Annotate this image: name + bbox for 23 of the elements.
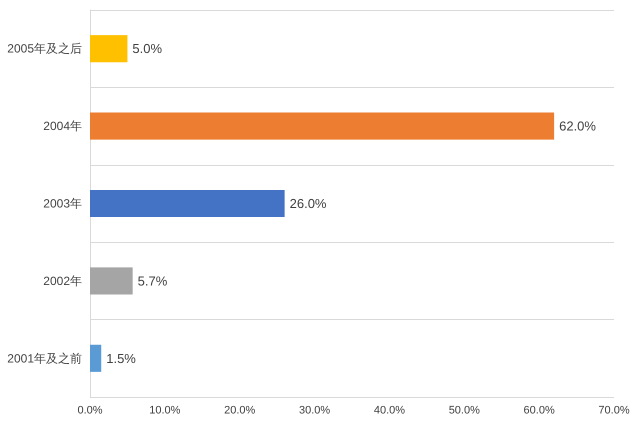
data-label: 5.7%: [138, 273, 168, 288]
bar: [90, 190, 285, 218]
x-tick-label: 0.0%: [77, 404, 103, 416]
bar: [90, 267, 133, 294]
bar: [90, 35, 128, 62]
x-tick-label: 30.0%: [298, 404, 330, 416]
y-tick-label: 2002年: [43, 274, 82, 288]
x-tick-label: 40.0%: [374, 404, 406, 416]
x-tick-label: 20.0%: [224, 404, 256, 416]
y-tick-label: 2004年: [43, 119, 82, 134]
data-label: 5.0%: [132, 41, 162, 56]
x-tick-label: 10.0%: [149, 404, 181, 416]
y-tick-label: 2005年及之后: [7, 42, 82, 56]
x-tick-label: 50.0%: [448, 404, 480, 416]
data-label: 26.0%: [290, 196, 327, 211]
y-tick-label: 2003年: [43, 196, 82, 210]
bar: [90, 112, 554, 140]
x-tick-label: 70.0%: [598, 404, 630, 416]
bar: [90, 344, 102, 372]
x-tick-label: 60.0%: [524, 404, 555, 416]
data-label: 62.0%: [559, 118, 596, 134]
data-label: 1.5%: [106, 350, 136, 366]
y-tick-label: 2001年及之前: [7, 351, 82, 366]
